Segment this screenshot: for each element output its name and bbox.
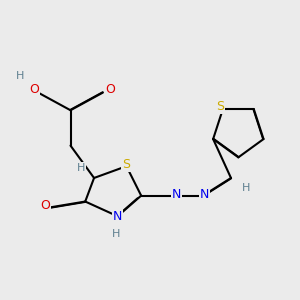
Text: H: H [76, 163, 85, 173]
Text: N: N [172, 188, 181, 201]
Text: N: N [200, 188, 209, 201]
Text: O: O [105, 83, 115, 96]
Text: S: S [122, 158, 130, 171]
Text: O: O [29, 83, 39, 96]
Text: S: S [216, 100, 224, 113]
Text: H: H [242, 183, 250, 193]
Text: H: H [16, 71, 25, 81]
Text: O: O [40, 200, 50, 212]
Text: H: H [112, 229, 120, 239]
Text: N: N [113, 210, 122, 223]
